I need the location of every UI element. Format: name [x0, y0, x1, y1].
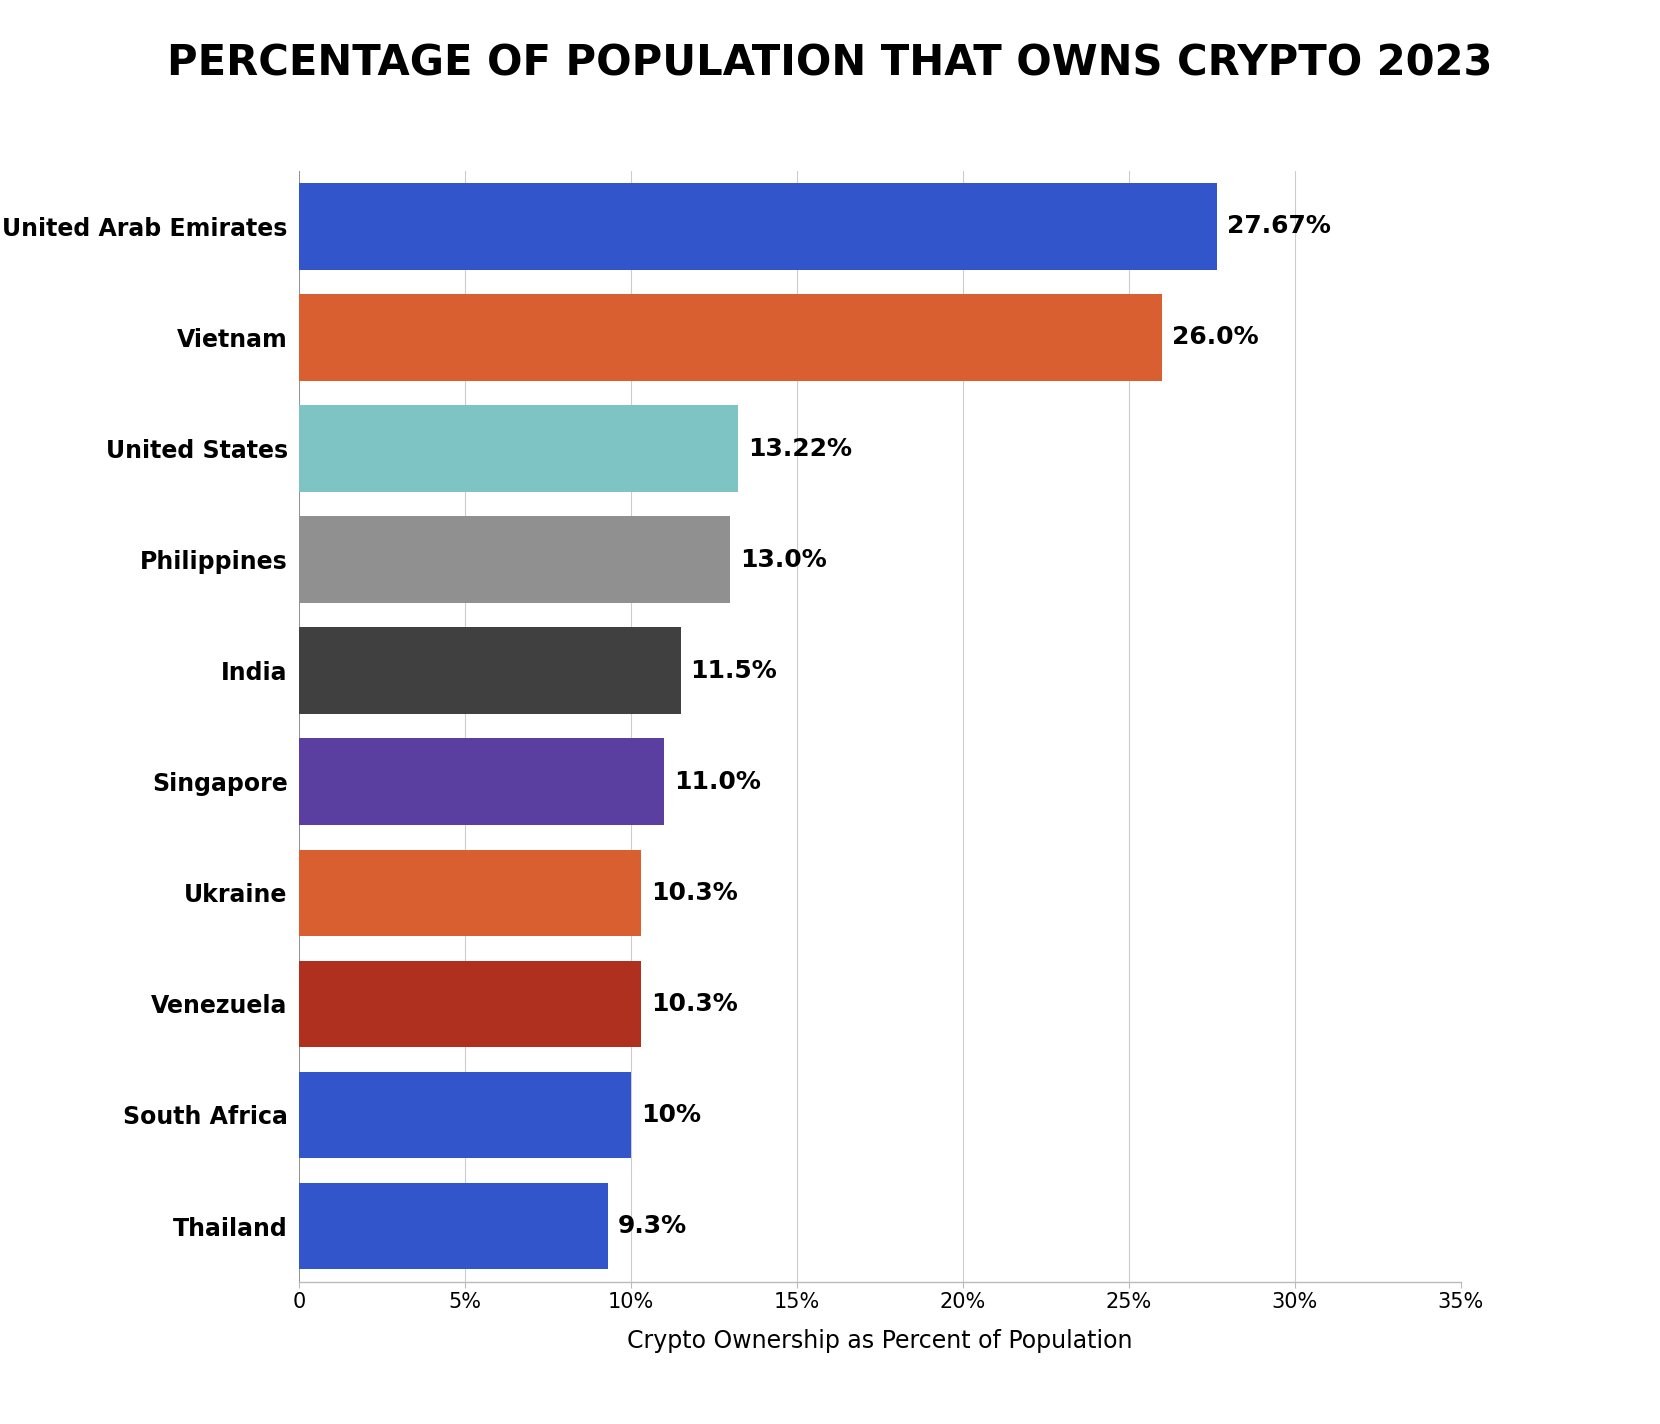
Bar: [299, 517, 730, 602]
Text: 11.5%: 11.5%: [691, 659, 777, 682]
Bar: [299, 1183, 608, 1269]
Bar: [299, 961, 641, 1047]
Bar: [299, 628, 681, 713]
Bar: [299, 406, 737, 491]
Text: 13.22%: 13.22%: [747, 437, 852, 460]
Text: 9.3%: 9.3%: [618, 1215, 687, 1237]
Bar: [299, 1072, 631, 1158]
Bar: [299, 850, 641, 936]
Bar: [299, 184, 1217, 269]
Text: 10.3%: 10.3%: [651, 993, 737, 1015]
Text: PERCENTAGE OF POPULATION THAT OWNS CRYPTO 2023: PERCENTAGE OF POPULATION THAT OWNS CRYPT…: [168, 43, 1492, 84]
Text: 13.0%: 13.0%: [740, 548, 827, 571]
Text: 10%: 10%: [641, 1104, 701, 1126]
Text: 27.67%: 27.67%: [1227, 215, 1331, 238]
Text: 11.0%: 11.0%: [674, 770, 760, 793]
Bar: [299, 739, 664, 824]
Bar: [299, 295, 1162, 380]
X-axis label: Crypto Ownership as Percent of Population: Crypto Ownership as Percent of Populatio…: [627, 1329, 1132, 1353]
Text: 10.3%: 10.3%: [651, 881, 737, 904]
Text: 26.0%: 26.0%: [1172, 326, 1258, 349]
